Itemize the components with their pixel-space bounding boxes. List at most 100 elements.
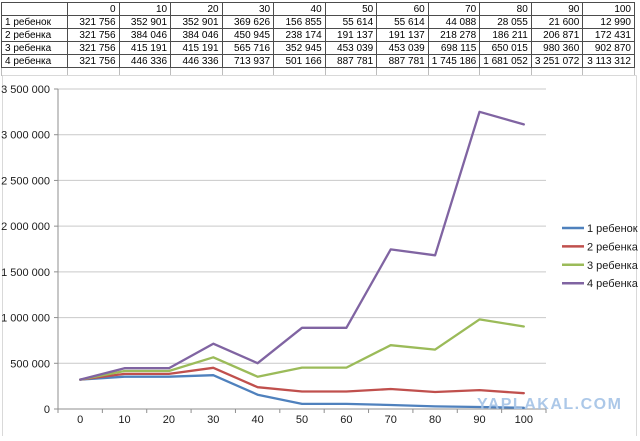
y-tick-label: 0 <box>44 404 50 416</box>
series-line-4 <box>79 110 525 381</box>
table-cell: 980 360 <box>530 41 584 55</box>
table-cell: 902 870 <box>582 41 635 55</box>
legend-item: 4 ребенка <box>562 278 639 290</box>
table-cell: 55 614 <box>324 15 378 29</box>
watermark: YAPLAKAL.COM <box>477 396 623 413</box>
table-cell: 446 336 <box>170 54 223 68</box>
x-tick-label: 0 <box>77 414 83 426</box>
series-line-3 <box>79 318 525 381</box>
y-tick-label: 2 500 000 <box>1 175 50 187</box>
legend-label: 1 ребенок <box>587 223 638 235</box>
data-table: 0 10 20 30 40 50 60 70 80 90 100 1 ребенок 321 756 3… <box>1 2 635 76</box>
col-header: 0 <box>67 2 120 16</box>
col-header: 80 <box>479 2 532 16</box>
table-cell: 55 614 <box>376 15 429 29</box>
x-tick-label: 70 <box>385 414 397 426</box>
table-cell: 156 855 <box>273 15 326 29</box>
table-cell: 352 945 <box>273 41 326 55</box>
col-header: 10 <box>118 2 172 16</box>
line-chart: 0 500 000 1 000 000 1 500 000 2 000 000 2 500… <box>0 75 640 436</box>
table-cell: 650 015 <box>479 41 532 55</box>
x-tick-label: 40 <box>252 414 264 426</box>
axes <box>54 88 547 413</box>
col-header: 50 <box>324 2 378 16</box>
table-cell: 501 166 <box>273 54 326 68</box>
legend-label: 4 ребенка <box>587 278 639 290</box>
gridlines <box>58 88 546 364</box>
table-cell: 3 113 312 <box>582 54 635 68</box>
table-cell: 415 191 <box>170 41 223 55</box>
table-cell: 206 871 <box>530 28 584 42</box>
x-tick-label: 30 <box>207 414 219 426</box>
col-header: 40 <box>273 2 326 16</box>
table-cell: 218 278 <box>427 28 481 42</box>
table-cell: 369 626 <box>221 15 275 29</box>
row-label: 1 ребенок <box>1 15 68 29</box>
table-cell: 321 756 <box>67 54 120 68</box>
table-cell: 713 937 <box>221 54 275 68</box>
x-tick-label: 90 <box>473 414 485 426</box>
col-header: 20 <box>170 2 223 16</box>
table-cell: 446 336 <box>118 54 172 68</box>
table-cell: 321 756 <box>67 41 120 55</box>
col-header: 90 <box>530 2 584 16</box>
table-cell: 321 756 <box>67 15 120 29</box>
table-cell: 172 431 <box>582 28 635 42</box>
table-row: 4 ребенка 321 756 446 336 446 336 713 937 501… <box>1 54 635 68</box>
y-tick-label: 500 000 <box>10 358 50 370</box>
col-header: 100 <box>582 2 635 16</box>
corner-cell <box>1 2 68 16</box>
table-cell: 384 046 <box>170 28 223 42</box>
legend: 1 ребенок 2 ребенка 3 ребенка 4 ребенка <box>562 223 639 290</box>
table-cell: 3 251 072 <box>530 54 584 68</box>
table-cell: 12 990 <box>582 15 635 29</box>
line-chart-canvas: 0 500 000 1 000 000 1 500 000 2 000 000 2 500… <box>1 75 639 436</box>
y-tick-label: 1 000 000 <box>1 313 50 325</box>
x-tick-label: 80 <box>429 414 441 426</box>
y-tick-label: 3 000 000 <box>1 130 50 142</box>
table-cell: 28 055 <box>479 15 532 29</box>
y-tick-label: 2 000 000 <box>1 221 50 233</box>
col-header: 70 <box>427 2 481 16</box>
table-cell: 698 115 <box>427 41 481 55</box>
table-cell: 191 137 <box>324 28 378 42</box>
table-row: 1 ребенок 321 756 352 901 352 901 369 626 156… <box>1 15 635 29</box>
x-tick-label: 10 <box>118 414 130 426</box>
table-cell: 352 901 <box>118 15 172 29</box>
row-label: 2 ребенка <box>1 28 68 42</box>
table-cell: 238 174 <box>273 28 326 42</box>
y-tick-label: 1 500 000 <box>1 267 50 279</box>
row-label: 3 ребенка <box>1 41 68 55</box>
x-tick-label: 20 <box>163 414 175 426</box>
legend-item: 2 ребенка <box>562 241 639 253</box>
table-header: 0 10 20 30 40 50 60 70 80 90 100 <box>1 2 635 16</box>
table-header-row: 0 10 20 30 40 50 60 70 80 90 100 <box>1 2 635 16</box>
table-cell: 321 756 <box>67 28 120 42</box>
series-line-1 <box>79 374 525 409</box>
table-cell: 384 046 <box>118 28 172 42</box>
col-header: 30 <box>221 2 275 16</box>
table-cell: 887 781 <box>324 54 378 68</box>
table-cell: 21 600 <box>530 15 584 29</box>
table-cell: 186 211 <box>479 28 532 42</box>
table-cell: 191 137 <box>376 28 429 42</box>
table-cell: 565 716 <box>221 41 275 55</box>
col-header: 60 <box>376 2 429 16</box>
table-row: 2 ребенка 321 756 384 046 384 046 450 945 238… <box>1 28 635 42</box>
legend-item: 1 ребенок <box>562 223 638 235</box>
table-body: 1 ребенок 321 756 352 901 352 901 369 626 156… <box>1 15 635 76</box>
chart-frame <box>2 75 637 436</box>
table-cell: 352 901 <box>170 15 223 29</box>
series-line-2 <box>79 366 525 395</box>
table-cell: 44 088 <box>427 15 481 29</box>
table-cell: 415 191 <box>118 41 172 55</box>
y-axis-labels: 0 500 000 1 000 000 1 500 000 2 000 000 2 500… <box>1 84 50 416</box>
y-tick-label: 3 500 000 <box>1 84 50 96</box>
x-tick-label: 60 <box>340 414 352 426</box>
legend-item: 3 ребенка <box>562 260 639 272</box>
table-row: 3 ребенка 321 756 415 191 415 191 565 716 352… <box>1 41 635 55</box>
table-cell: 453 039 <box>324 41 378 55</box>
table-cell: 450 945 <box>221 28 275 42</box>
row-label: 4 ребенка <box>1 54 68 68</box>
legend-label: 2 ребенка <box>587 241 639 253</box>
